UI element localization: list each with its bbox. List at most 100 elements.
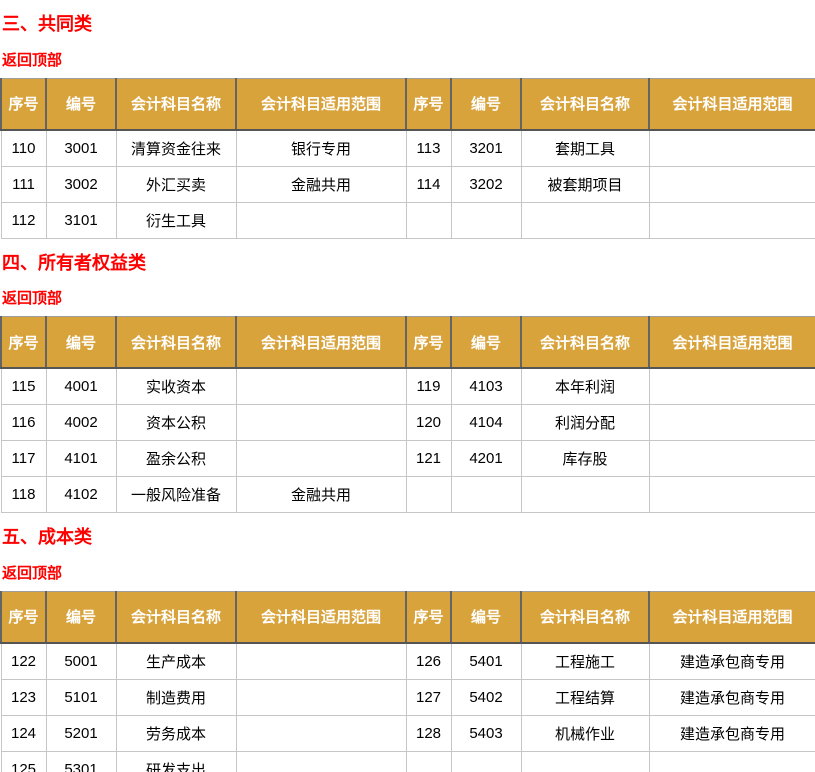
section-title: 四、所有者权益类	[2, 252, 146, 273]
column-header: 编号	[45, 77, 117, 131]
table-cell: 121	[405, 440, 452, 478]
table-cell: 生产成本	[115, 642, 237, 680]
table-cell: 建造承包商专用	[648, 714, 815, 752]
table-cell: 124	[0, 714, 47, 752]
table-cell: 5201	[45, 714, 117, 752]
back-to-top-link[interactable]: 返回顶部	[2, 564, 63, 582]
back-to-top-link[interactable]: 返回顶部	[2, 51, 63, 69]
table-row: 117 4101 盈余公积 121 4201 库存股	[0, 440, 815, 478]
table-cell: 工程结算	[520, 678, 650, 716]
section: 三、共同类 返回顶部 序号 编号 会计科目名称 会计科目适用范围 序号 编号 会计科目名称会…	[0, 14, 815, 239]
table-cell: 外汇买卖	[115, 165, 237, 203]
table-cell: 套期工具	[520, 129, 650, 167]
table-cell: 劳务成本	[115, 714, 237, 752]
table-cell: 库存股	[520, 440, 650, 478]
table-cell: 建造承包商专用	[648, 678, 815, 716]
column-header: 会计科目适用范围	[235, 316, 407, 370]
table-cell	[405, 201, 452, 239]
column-header: 序号	[0, 77, 47, 131]
back-to-top-link[interactable]: 返回顶部	[2, 290, 63, 308]
table-cell: 115	[0, 367, 47, 406]
table-cell	[648, 476, 815, 514]
table-cell: 3001	[45, 129, 117, 167]
table-cell	[648, 367, 815, 406]
column-header: 编号	[45, 316, 117, 370]
column-header: 会计科目适用范围	[648, 316, 815, 370]
table-header-row: 序号 编号 会计科目名称 会计科目适用范围 序号 编号 会计科目名称 会计科目适用范围	[0, 316, 815, 370]
table-cell: 123	[0, 678, 47, 716]
table-cell: 4104	[450, 404, 522, 442]
column-header: 会计科目名称	[520, 77, 650, 131]
accounts-table: 序号 编号 会计科目名称 会计科目适用范围 序号 编号 会计科目名称 会计科目适用范围 110…	[0, 77, 815, 239]
table-cell: 利润分配	[520, 404, 650, 442]
table-cell	[235, 714, 407, 752]
table-cell	[235, 201, 407, 239]
table-cell	[648, 404, 815, 442]
table-cell	[235, 642, 407, 680]
table-row: 125 5301 研发支出	[0, 750, 815, 772]
table-cell: 银行专用	[235, 129, 407, 167]
table-body: 115 4001 实收资本 119 4103 本年利润 116 4002 资本公积 120 4104…	[0, 367, 815, 514]
table-cell: 114	[405, 165, 452, 203]
table-row: 123 5101 制造费用 127 5402 工程结算 建造承包商专用	[0, 678, 815, 716]
table-cell: 5401	[450, 642, 522, 680]
table-cell: 5402	[450, 678, 522, 716]
section: 五、成本类 返回顶部 序号 编号 会计科目名称 会计科目适用范围 序号 编号 会计科目名称会…	[0, 527, 815, 772]
accounts-table: 序号 编号 会计科目名称 会计科目适用范围 序号 编号 会计科目名称 会计科目适用范围 115…	[0, 316, 815, 514]
column-header: 编号	[450, 590, 522, 644]
table-row: 118 4102 一般风险准备 金融共用	[0, 476, 815, 514]
table-cell	[405, 750, 452, 772]
table-row: 122 5001 生产成本 126 5401 工程施工 建造承包商专用	[0, 642, 815, 680]
table-cell: 122	[0, 642, 47, 680]
table-cell	[235, 404, 407, 442]
table-cell: 128	[405, 714, 452, 752]
table-cell	[648, 165, 815, 203]
column-header: 会计科目适用范围	[235, 590, 407, 644]
column-header: 会计科目适用范围	[648, 77, 815, 131]
column-header: 编号	[450, 316, 522, 370]
column-header: 序号	[405, 590, 452, 644]
table-row: 112 3101 衍生工具	[0, 201, 815, 239]
table-cell: 金融共用	[235, 476, 407, 514]
table-cell: 盈余公积	[115, 440, 237, 478]
table-row: 111 3002 外汇买卖 金融共用 114 3202 被套期项目	[0, 165, 815, 203]
section-title: 五、成本类	[2, 527, 92, 548]
table-cell: 资本公积	[115, 404, 237, 442]
table-header-row: 序号 编号 会计科目名称 会计科目适用范围 序号 编号 会计科目名称 会计科目适用范围	[0, 77, 815, 131]
table-cell	[450, 476, 522, 514]
column-header: 会计科目名称	[115, 77, 237, 131]
table-cell: 113	[405, 129, 452, 167]
table-cell	[235, 440, 407, 478]
column-header: 会计科目名称	[520, 316, 650, 370]
column-header: 序号	[0, 316, 47, 370]
table-cell: 机械作业	[520, 714, 650, 752]
table-cell: 111	[0, 165, 47, 203]
table-cell	[648, 201, 815, 239]
table-cell: 一般风险准备	[115, 476, 237, 514]
table-cell	[520, 476, 650, 514]
table-cell	[450, 201, 522, 239]
section: 四、所有者权益类 返回顶部 序号 编号 会计科目名称 会计科目适用范围 序号 编号 会计科目…	[0, 253, 815, 514]
table-cell: 衍生工具	[115, 201, 237, 239]
table-cell: 实收资本	[115, 367, 237, 406]
column-header: 会计科目名称	[115, 590, 237, 644]
table-cell: 工程施工	[520, 642, 650, 680]
table-cell	[648, 129, 815, 167]
table-cell: 119	[405, 367, 452, 406]
table-row: 116 4002 资本公积 120 4104 利润分配	[0, 404, 815, 442]
table-row: 115 4001 实收资本 119 4103 本年利润	[0, 367, 815, 406]
column-header: 会计科目适用范围	[648, 590, 815, 644]
table-cell: 4101	[45, 440, 117, 478]
table-cell: 建造承包商专用	[648, 642, 815, 680]
table-row: 110 3001 清算资金往来 银行专用 113 3201 套期工具	[0, 129, 815, 167]
column-header: 会计科目名称	[115, 316, 237, 370]
table-cell: 127	[405, 678, 452, 716]
table-cell	[648, 440, 815, 478]
column-header: 序号	[405, 77, 452, 131]
table-cell: 4002	[45, 404, 117, 442]
column-header: 序号	[405, 316, 452, 370]
table-cell: 制造费用	[115, 678, 237, 716]
table-cell	[648, 750, 815, 772]
column-header: 编号	[45, 590, 117, 644]
table-cell: 4001	[45, 367, 117, 406]
